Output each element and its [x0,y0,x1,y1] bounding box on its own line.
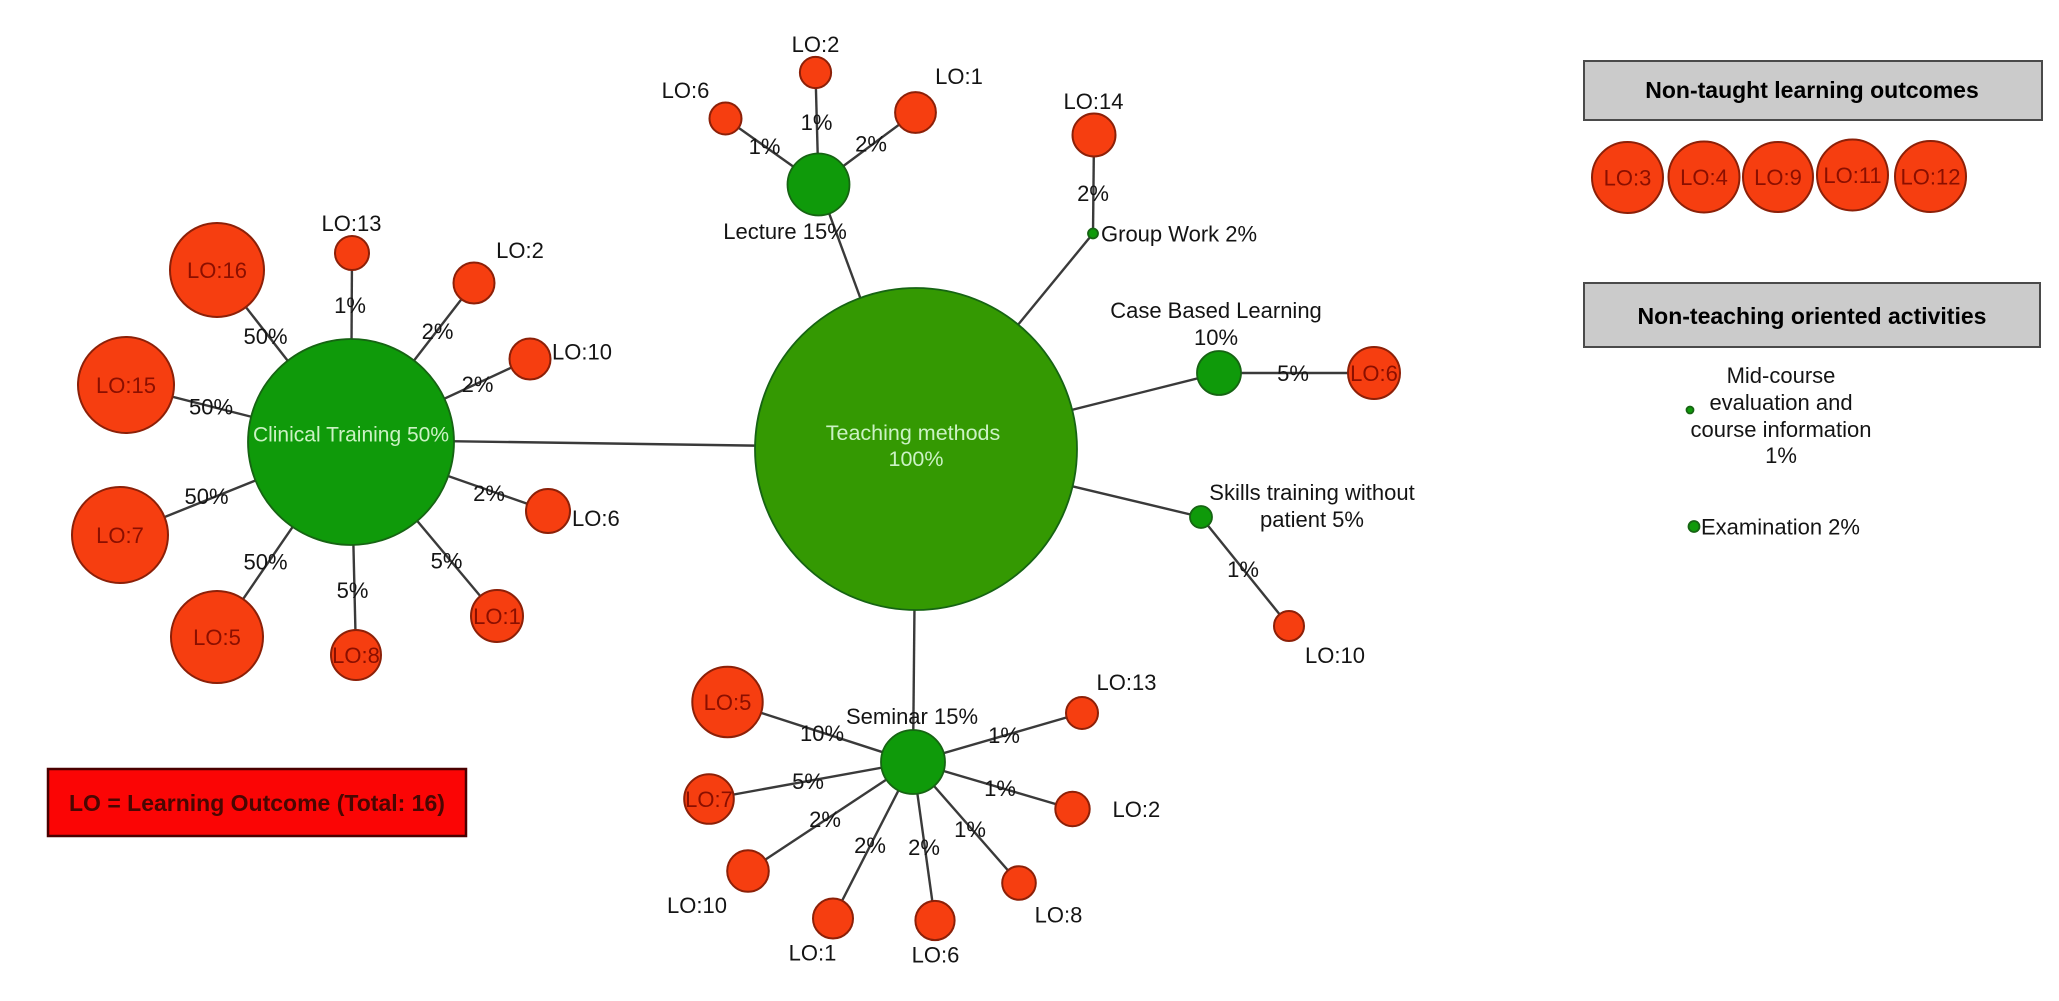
svg-text:LO:6: LO:6 [662,78,710,103]
svg-text:patient 5%: patient 5% [1260,507,1364,532]
svg-text:LO:10: LO:10 [1305,643,1365,668]
svg-text:5%: 5% [792,769,824,794]
svg-text:1%: 1% [801,110,833,135]
svg-text:1%: 1% [749,134,781,159]
svg-text:100%: 100% [889,447,944,471]
svg-text:50%: 50% [243,324,287,349]
svg-text:LO:2: LO:2 [792,32,840,57]
svg-text:LO:1: LO:1 [473,604,521,629]
svg-text:1%: 1% [334,293,366,318]
svg-text:LO:15: LO:15 [96,373,156,398]
svg-text:LO:5: LO:5 [193,625,241,650]
svg-text:5%: 5% [337,578,369,603]
svg-text:2%: 2% [908,835,940,860]
svg-text:2%: 2% [473,481,505,506]
svg-text:50%: 50% [184,484,228,509]
svg-text:1%: 1% [984,776,1016,801]
svg-text:LO:12: LO:12 [1901,165,1961,190]
svg-text:Case Based Learning: Case Based Learning [1110,298,1322,323]
svg-text:LO:7: LO:7 [96,523,144,548]
svg-text:LO:16: LO:16 [187,258,247,283]
svg-text:Skills training without: Skills training without [1209,480,1414,505]
svg-text:LO:1: LO:1 [935,64,983,89]
svg-text:LO:6: LO:6 [912,943,960,968]
svg-text:LO:8: LO:8 [332,643,380,668]
svg-text:Mid-course: Mid-course [1727,363,1836,388]
svg-text:Non-teaching oriented activiti: Non-teaching oriented activities [1638,303,1987,329]
svg-text:LO:9: LO:9 [1754,165,1802,190]
svg-text:LO:1: LO:1 [789,941,837,966]
svg-text:course information: course information [1691,417,1872,442]
svg-text:50%: 50% [189,395,233,420]
svg-text:evaluation and: evaluation and [1709,390,1852,415]
svg-text:Teaching methods: Teaching methods [826,421,1001,445]
svg-text:Clinical Training 50%: Clinical Training 50% [253,424,449,447]
svg-text:LO:11: LO:11 [1823,163,1881,188]
svg-text:LO:2: LO:2 [496,238,544,263]
svg-text:5%: 5% [1277,361,1309,386]
svg-text:LO:5: LO:5 [704,690,752,715]
svg-text:LO:13: LO:13 [1097,670,1157,695]
svg-text:1%: 1% [988,723,1020,748]
svg-text:LO:6: LO:6 [1350,361,1398,386]
svg-text:Lecture 15%: Lecture 15% [723,219,847,244]
svg-text:LO:2: LO:2 [1113,797,1161,822]
svg-text:2%: 2% [809,807,841,832]
svg-text:LO:10: LO:10 [552,340,612,365]
svg-text:50%: 50% [243,550,287,575]
svg-text:LO:7: LO:7 [685,787,733,812]
svg-text:1%: 1% [1765,443,1797,468]
svg-text:Non-taught learning outcomes: Non-taught learning outcomes [1645,77,1979,103]
svg-text:LO:8: LO:8 [1035,903,1083,928]
svg-text:10%: 10% [1194,325,1238,350]
svg-text:LO:14: LO:14 [1064,89,1124,114]
svg-text:LO:3: LO:3 [1604,166,1652,191]
svg-text:2%: 2% [1077,181,1109,206]
svg-text:Group Work 2%: Group Work 2% [1101,222,1257,247]
svg-text:5%: 5% [431,549,463,574]
svg-text:Seminar 15%: Seminar 15% [846,704,978,729]
svg-text:2%: 2% [854,833,886,858]
svg-text:1%: 1% [954,817,986,842]
svg-text:LO:4: LO:4 [1680,165,1728,190]
svg-text:Examination 2%: Examination 2% [1701,515,1860,540]
svg-text:2%: 2% [855,132,887,157]
svg-text:1%: 1% [1227,557,1259,582]
svg-text:LO:6: LO:6 [572,506,620,531]
svg-text:LO:10: LO:10 [667,893,727,918]
svg-text:LO:13: LO:13 [322,211,382,236]
svg-text:10%: 10% [800,721,844,746]
svg-text:2%: 2% [462,372,494,397]
svg-text:2%: 2% [422,319,454,344]
svg-text:LO = Learning Outcome (Total:: LO = Learning Outcome (Total: 16) [69,790,445,816]
